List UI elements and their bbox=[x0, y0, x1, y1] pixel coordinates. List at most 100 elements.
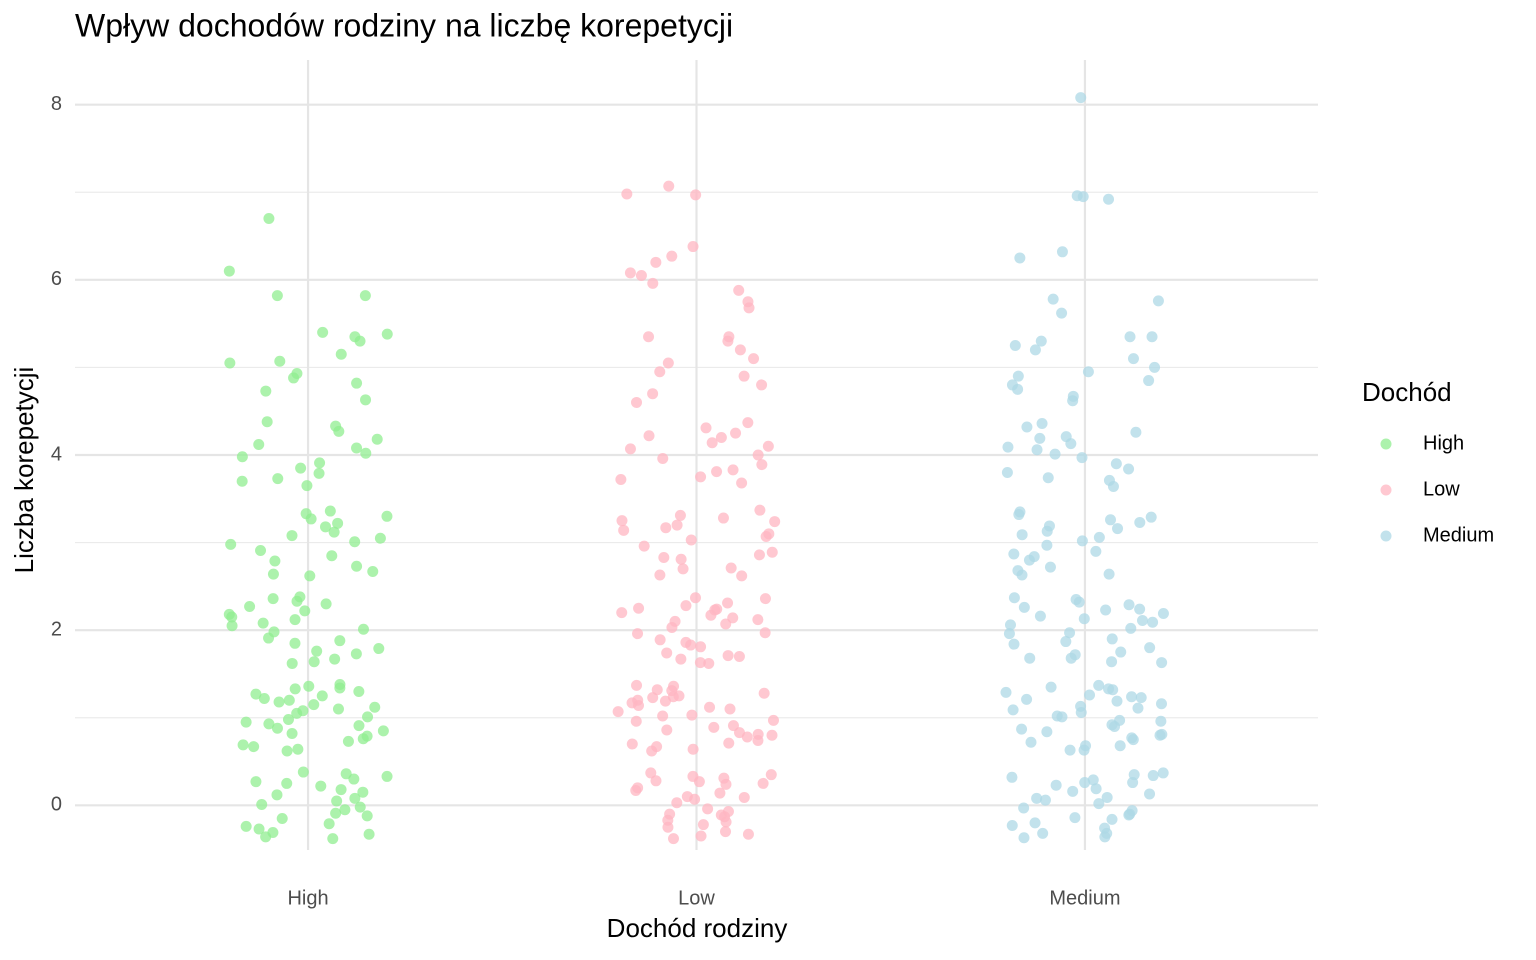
point bbox=[615, 474, 627, 486]
point bbox=[334, 635, 346, 647]
point bbox=[769, 516, 781, 528]
point bbox=[267, 568, 279, 580]
point bbox=[1018, 832, 1030, 844]
point bbox=[276, 812, 288, 824]
point bbox=[717, 512, 729, 524]
point bbox=[654, 634, 666, 646]
point bbox=[1126, 805, 1138, 817]
point bbox=[1076, 452, 1088, 464]
point bbox=[714, 787, 726, 799]
point bbox=[1056, 711, 1068, 723]
point bbox=[271, 789, 283, 801]
point bbox=[663, 180, 675, 192]
point bbox=[766, 729, 778, 741]
point bbox=[1021, 421, 1033, 433]
point bbox=[1114, 740, 1126, 752]
point bbox=[283, 694, 295, 706]
point bbox=[258, 692, 270, 704]
point bbox=[638, 540, 650, 552]
point bbox=[1076, 535, 1088, 547]
point bbox=[759, 593, 771, 605]
legend-marker bbox=[1380, 438, 1392, 450]
point bbox=[295, 462, 307, 474]
point bbox=[237, 739, 249, 751]
point bbox=[1093, 679, 1105, 691]
point bbox=[1106, 656, 1118, 668]
point bbox=[282, 714, 294, 726]
point bbox=[1112, 523, 1124, 535]
point bbox=[1008, 548, 1020, 560]
point bbox=[685, 534, 697, 546]
point bbox=[1130, 426, 1142, 438]
point bbox=[1079, 777, 1091, 789]
point bbox=[643, 430, 655, 442]
point bbox=[1037, 827, 1049, 839]
point bbox=[374, 532, 386, 544]
point bbox=[316, 690, 328, 702]
point bbox=[666, 250, 678, 262]
point bbox=[1028, 551, 1040, 563]
legend-label: Low bbox=[1423, 478, 1460, 500]
point bbox=[738, 791, 750, 803]
point bbox=[1103, 683, 1115, 695]
point bbox=[353, 685, 365, 697]
point bbox=[349, 331, 361, 343]
point bbox=[1008, 638, 1020, 650]
legend-title: Dochód bbox=[1362, 377, 1452, 407]
point bbox=[363, 828, 375, 840]
point bbox=[381, 328, 393, 340]
point bbox=[624, 443, 636, 455]
point bbox=[624, 267, 636, 279]
point bbox=[650, 775, 662, 787]
point bbox=[1134, 516, 1146, 528]
point bbox=[272, 473, 284, 485]
point bbox=[1021, 693, 1033, 705]
point bbox=[659, 695, 671, 707]
point bbox=[1067, 785, 1079, 797]
point bbox=[756, 459, 768, 471]
point bbox=[742, 417, 754, 429]
point bbox=[1156, 728, 1168, 740]
x-tick-label: Low bbox=[678, 887, 715, 909]
point bbox=[733, 284, 745, 296]
point bbox=[1146, 331, 1158, 343]
point bbox=[289, 683, 301, 695]
point bbox=[752, 614, 764, 626]
y-tick-label: 2 bbox=[51, 618, 62, 640]
point bbox=[694, 657, 706, 669]
point bbox=[695, 830, 707, 842]
point bbox=[267, 593, 279, 605]
point bbox=[240, 820, 252, 832]
point bbox=[297, 705, 309, 717]
point bbox=[1014, 506, 1026, 518]
point bbox=[305, 513, 317, 525]
point bbox=[722, 597, 734, 609]
point bbox=[1099, 822, 1111, 834]
point bbox=[1047, 293, 1059, 305]
point bbox=[317, 326, 329, 338]
point bbox=[357, 733, 369, 745]
point bbox=[662, 357, 674, 369]
point bbox=[1103, 568, 1115, 580]
point bbox=[1071, 190, 1083, 202]
point bbox=[762, 440, 774, 452]
point bbox=[291, 368, 303, 380]
point bbox=[723, 737, 735, 749]
point bbox=[1003, 628, 1015, 640]
point bbox=[1016, 569, 1028, 581]
point bbox=[361, 810, 373, 822]
point bbox=[348, 773, 360, 785]
point bbox=[260, 385, 272, 397]
point bbox=[1106, 633, 1118, 645]
point bbox=[269, 555, 281, 567]
point bbox=[759, 627, 771, 639]
point bbox=[1105, 514, 1117, 526]
point bbox=[1078, 613, 1090, 625]
point bbox=[1045, 681, 1057, 693]
point bbox=[687, 241, 699, 253]
point bbox=[767, 714, 779, 726]
point bbox=[635, 269, 647, 281]
point bbox=[1016, 723, 1028, 735]
point bbox=[753, 549, 765, 561]
point bbox=[742, 296, 754, 308]
